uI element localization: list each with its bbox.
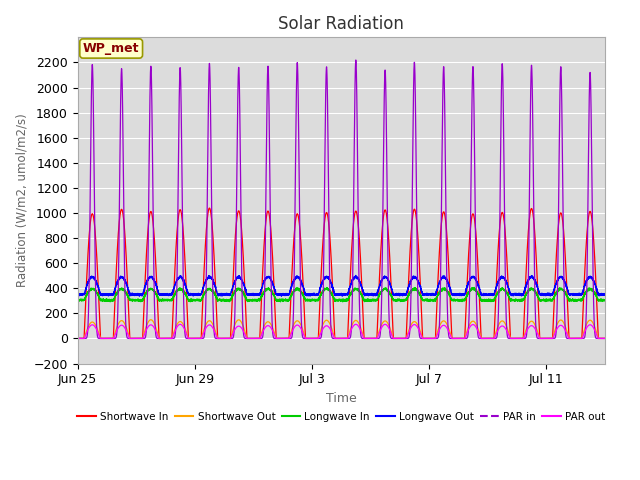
Title: Solar Radiation: Solar Radiation (278, 15, 404, 33)
PAR in (172, 333, 179, 338)
Longwave In (470, 285, 478, 290)
PAR out (172, 328, 179, 334)
Shortwave In (95, 300, 103, 306)
PAR in (250, 336, 258, 341)
Shortwave In (387, 287, 395, 292)
Longwave In (95, 294, 103, 300)
Shortwave Out (168, 335, 176, 341)
PAR in (95, 336, 103, 341)
Longwave Out (601, 292, 609, 298)
Shortwave Out (172, 326, 179, 332)
Line: Shortwave In: Shortwave In (77, 208, 605, 338)
Shortwave In (205, 205, 213, 211)
Shortwave In (172, 263, 179, 269)
Shortwave Out (595, 336, 603, 341)
PAR out (595, 336, 603, 341)
Longwave Out (168, 291, 176, 297)
Shortwave Out (147, 317, 155, 323)
Longwave In (595, 297, 603, 303)
PAR in (387, 336, 395, 341)
Shortwave Out (74, 336, 81, 341)
PAR in (74, 336, 81, 341)
Line: Shortwave Out: Shortwave Out (77, 320, 605, 338)
Longwave In (168, 297, 176, 302)
Legend: Shortwave In, Shortwave Out, Longwave In, Longwave Out, PAR in, PAR out: Shortwave In, Shortwave Out, Longwave In… (73, 408, 609, 426)
Line: PAR out: PAR out (77, 324, 605, 338)
Longwave In (250, 298, 258, 304)
PAR out (387, 331, 395, 336)
PAR out (250, 336, 258, 341)
Y-axis label: Radiation (W/m2, umol/m2/s): Radiation (W/m2, umol/m2/s) (15, 114, 28, 288)
Shortwave In (251, 336, 259, 341)
X-axis label: Time: Time (326, 392, 356, 405)
Longwave In (172, 291, 179, 297)
Line: Longwave In: Longwave In (77, 288, 605, 302)
Line: PAR in: PAR in (77, 60, 605, 338)
PAR out (95, 332, 103, 338)
PAR in (168, 336, 176, 341)
Longwave In (339, 299, 347, 305)
PAR out (601, 336, 609, 341)
Longwave In (601, 298, 609, 303)
Shortwave Out (387, 329, 395, 335)
Longwave Out (172, 282, 179, 288)
Shortwave In (74, 336, 81, 341)
Longwave Out (136, 293, 143, 299)
Shortwave In (168, 334, 176, 339)
Shortwave Out (251, 336, 259, 341)
Longwave Out (595, 291, 603, 297)
Text: WP_met: WP_met (83, 42, 140, 55)
PAR in (352, 57, 360, 63)
PAR in (595, 336, 603, 341)
Shortwave Out (95, 331, 103, 336)
Longwave In (387, 293, 395, 299)
Longwave Out (388, 286, 396, 291)
PAR out (168, 336, 176, 341)
Longwave Out (95, 287, 103, 292)
Longwave Out (251, 292, 259, 298)
Longwave Out (352, 273, 360, 278)
Shortwave Out (601, 336, 609, 341)
Longwave In (74, 298, 81, 303)
Line: Longwave Out: Longwave Out (77, 276, 605, 296)
Longwave Out (74, 292, 81, 298)
Shortwave In (595, 336, 603, 341)
PAR out (352, 322, 360, 327)
PAR out (74, 336, 81, 341)
Shortwave In (601, 336, 609, 341)
PAR in (601, 336, 609, 341)
